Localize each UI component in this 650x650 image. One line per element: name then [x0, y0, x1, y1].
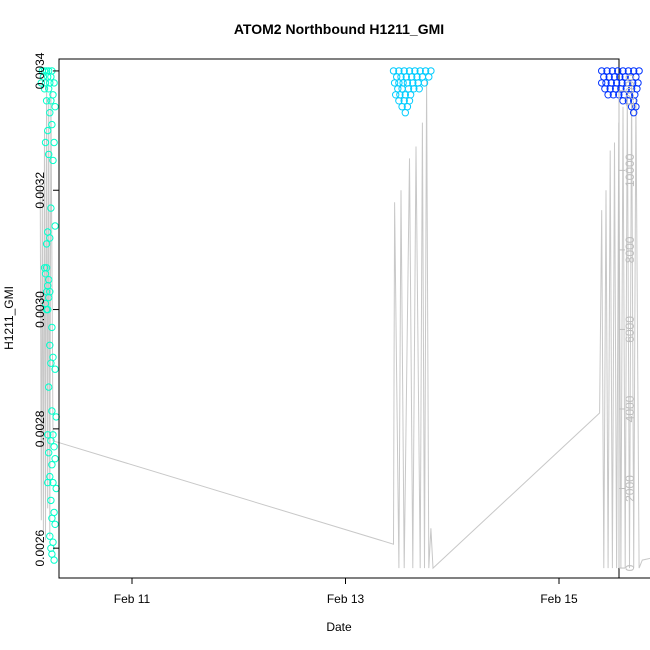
x-tick-label: Feb 15 — [540, 592, 578, 606]
line-series-layer — [39, 78, 650, 570]
y-left-tick-label: 0.0026 — [33, 529, 47, 566]
data-point — [45, 449, 53, 457]
points-layer — [37, 67, 643, 564]
data-point — [52, 484, 60, 493]
x-tick-label: Feb 13 — [327, 592, 365, 606]
data-point — [51, 520, 59, 528]
data-point — [45, 85, 53, 93]
data-point — [46, 341, 54, 349]
data-point — [49, 478, 57, 487]
data-point — [41, 138, 50, 147]
data-point — [401, 109, 409, 117]
y-right-tick-label: 12000 — [623, 74, 637, 108]
y-right-tick-label: 10000 — [623, 153, 637, 187]
data-point — [37, 79, 45, 87]
data-point — [48, 120, 56, 129]
data-point — [45, 150, 53, 159]
y-right-tick-label: 4000 — [623, 395, 637, 422]
data-point — [41, 270, 50, 278]
data-point — [598, 79, 606, 87]
y-axis-label: H1211_GMI — [2, 286, 16, 350]
y-axis-left: 0.0026 0.0028 0.0030 0.0032 0.0034 — [33, 52, 60, 567]
data-point — [48, 323, 56, 332]
data-point — [420, 79, 429, 87]
data-point — [415, 85, 423, 93]
data-point — [51, 365, 59, 373]
y-left-tick-label: 0.0030 — [33, 291, 47, 328]
data-point — [40, 85, 49, 93]
data-point — [619, 97, 627, 105]
data-point — [48, 514, 56, 522]
data-point — [44, 478, 52, 487]
y-right-tick-label: 0 — [623, 564, 637, 571]
y-left-tick-label: 0.0028 — [33, 410, 47, 447]
data-point — [48, 461, 56, 469]
data-point — [47, 496, 55, 505]
data-point — [47, 97, 55, 105]
y-right-tick-label: 8000 — [623, 236, 637, 263]
data-point — [47, 204, 55, 212]
data-point — [389, 67, 398, 75]
data-point — [51, 455, 59, 463]
data-point — [46, 234, 54, 242]
data-point — [49, 538, 57, 546]
data-point — [48, 407, 56, 415]
data-point — [42, 305, 51, 314]
data-point — [635, 67, 643, 75]
plot-frame — [58, 58, 620, 579]
y-left-tick-label: 0.0034 — [33, 52, 47, 89]
data-point — [45, 383, 53, 391]
data-point — [390, 79, 399, 87]
data-point — [395, 97, 403, 105]
data-point — [52, 413, 60, 421]
data-point — [609, 91, 618, 99]
data-point — [44, 228, 52, 236]
data-point — [50, 443, 58, 451]
data-point — [47, 437, 55, 445]
data-point — [398, 85, 406, 93]
data-point — [421, 67, 430, 75]
data-point — [50, 79, 58, 87]
data-point — [604, 91, 612, 99]
data-point — [42, 97, 51, 105]
data-point — [398, 103, 406, 111]
data-point — [50, 138, 58, 147]
data-point — [42, 240, 51, 248]
data-point — [50, 556, 58, 564]
data-point — [624, 97, 633, 105]
data-point — [47, 359, 55, 367]
data-point — [601, 85, 609, 93]
y-left-tick-label: 0.0032 — [33, 172, 47, 209]
x-tick-label: Feb 11 — [114, 592, 151, 606]
line-series — [39, 78, 650, 570]
x-axis-label: Date — [326, 620, 352, 634]
y-right-tick-label: 2000 — [623, 475, 637, 502]
data-point — [51, 103, 59, 111]
data-point — [44, 126, 52, 135]
data-point — [44, 431, 52, 439]
data-point — [51, 222, 59, 230]
data-point — [410, 85, 418, 93]
data-point — [48, 550, 56, 558]
data-point — [630, 109, 638, 117]
data-point — [46, 109, 54, 117]
data-point — [46, 532, 54, 540]
chart-title: ATOM2 Northbound H1211_GMI — [234, 21, 444, 37]
data-point — [425, 73, 433, 81]
y-axis-right: 0 2000 4000 6000 8000 10000 12000 — [618, 74, 637, 571]
data-point — [49, 156, 57, 165]
y-right-tick-label: 6000 — [623, 316, 637, 343]
data-point — [45, 293, 53, 302]
data-point — [392, 91, 400, 99]
